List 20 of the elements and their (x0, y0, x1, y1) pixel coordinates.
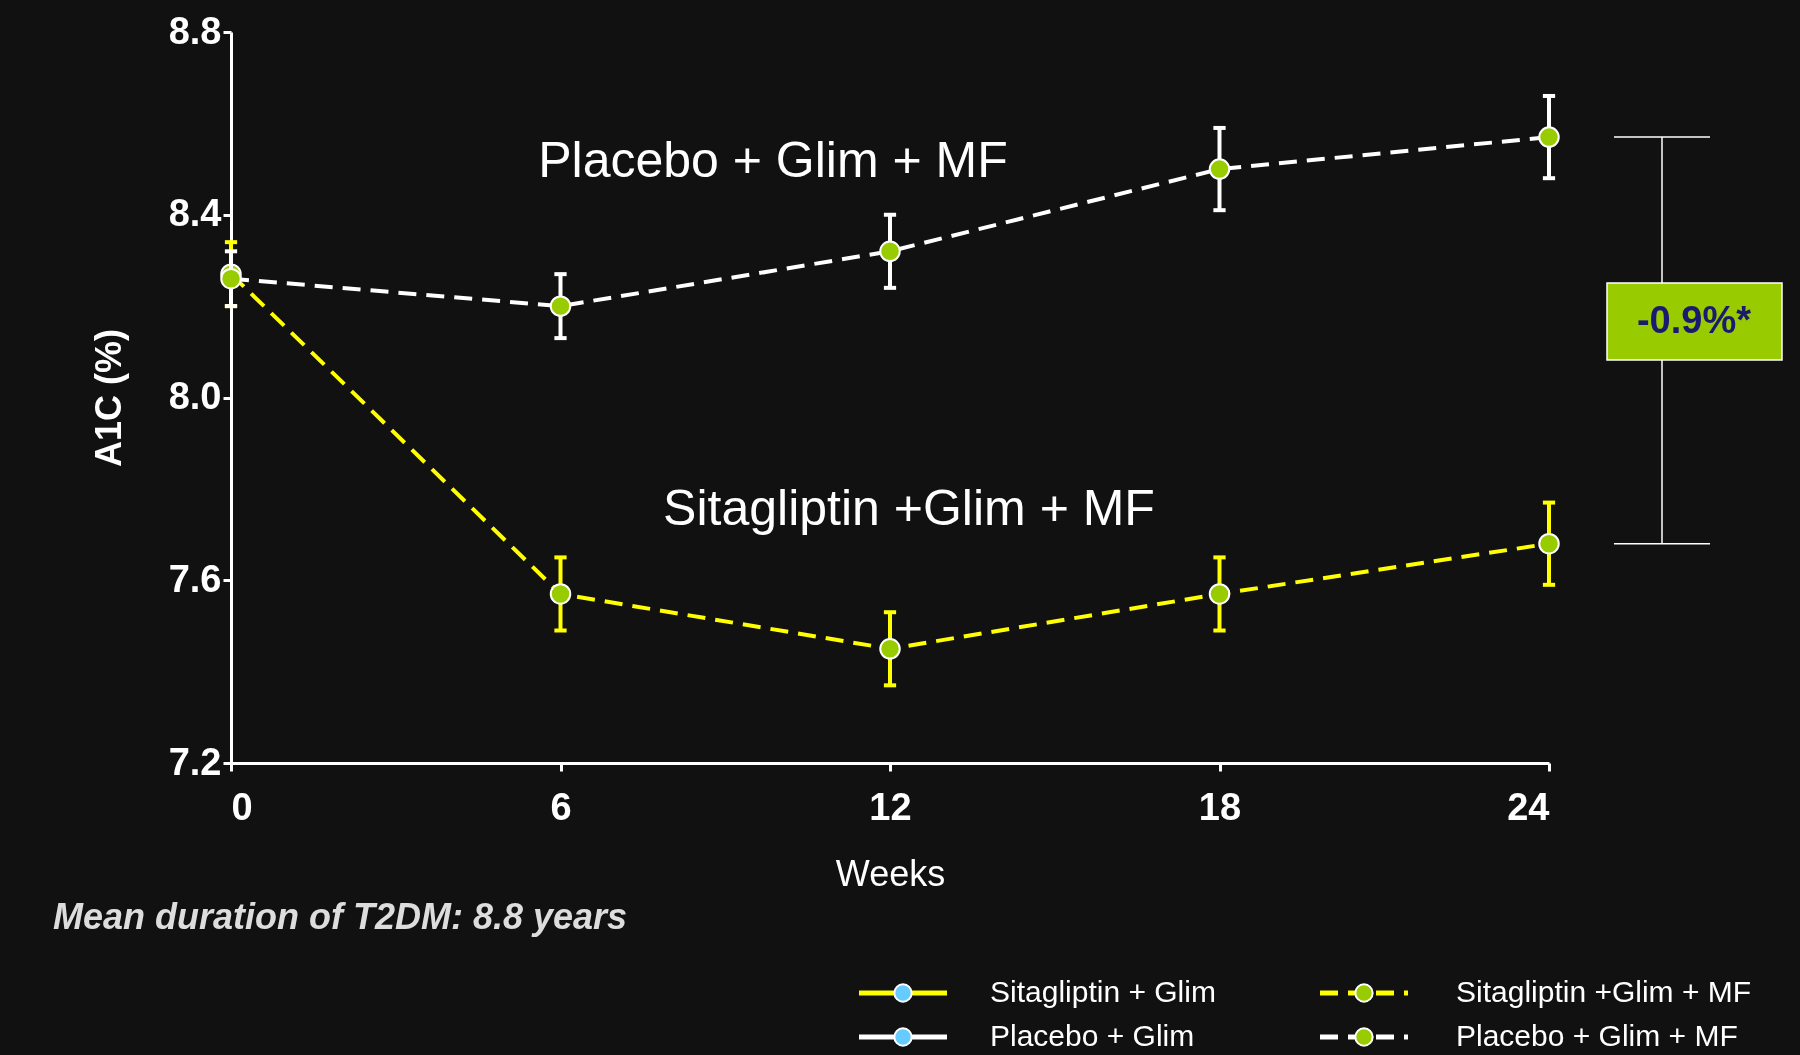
x-tick-label: 0 (231, 785, 253, 828)
x-axis-title: Weeks (835, 852, 946, 894)
y-tick-label: 7.6 (168, 557, 222, 600)
y-tick-label: 7.2 (168, 740, 222, 783)
text: -0.9%* (1636, 299, 1752, 341)
legend-label: Placebo + Glim (990, 1019, 1195, 1052)
y-tick-label: 8.0 (168, 375, 222, 417)
y-tick-label: 8.8 (168, 9, 222, 52)
y-tick-label: 8.4 (168, 192, 222, 235)
text: Mean duration of T2DM: 8.8 years (53, 896, 628, 937)
y-axis-title: A1C (%) (87, 328, 129, 468)
x-tick-label: 24 (1507, 785, 1550, 828)
x-tick-label: 18 (1198, 785, 1242, 828)
x-tick-label: 12 (869, 785, 912, 828)
x-tick-label: 6 (550, 785, 572, 828)
annotation: Placebo + Glim + MF (538, 132, 1008, 188)
legend-label: Placebo + Glim + MF (1456, 1019, 1738, 1052)
legend-label: Sitagliptin + Glim (990, 975, 1216, 1008)
annotation: Sitagliptin +Glim + MF (663, 480, 1155, 536)
legend-label: Sitagliptin +Glim + MF (1456, 975, 1752, 1008)
